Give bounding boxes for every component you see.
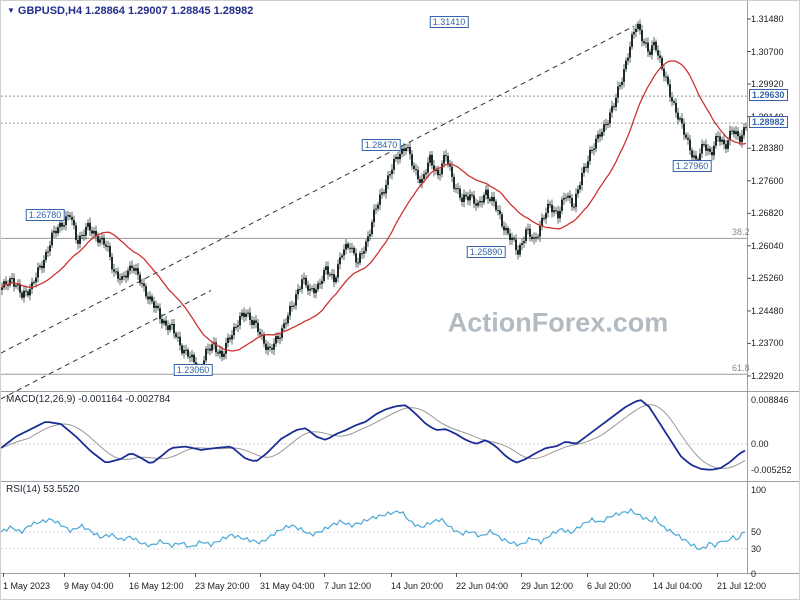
main-chart-pane[interactable] — [1, 1, 747, 391]
rsi-line — [1, 507, 747, 551]
macd-signal-line — [1, 404, 746, 469]
macd-lines — [1, 399, 747, 471]
level-lines — [1, 95, 747, 124]
trendlines — [1, 25, 635, 400]
symbol-ohlc-label: GBPUSD,H4 1.28864 1.29007 1.28845 1.2898… — [17, 5, 254, 17]
macd-indicator-label: MACD(12,26,9) -0.001164 -0.002784 — [6, 394, 171, 405]
fib-lines — [1, 237, 747, 375]
separators — [1, 1, 799, 577]
moving-average-line — [1, 60, 747, 352]
macd-pane[interactable] — [1, 392, 747, 481]
watermark: ActionForex.com — [447, 307, 669, 338]
rsi-pane[interactable] — [1, 482, 747, 573]
rsi-indicator-label: RSI(14) 53.5520 — [6, 484, 80, 495]
symbol-marker-icon: ▼ — [7, 6, 15, 15]
macd-main-line — [1, 399, 746, 471]
chart-title: ▼ GBPUSD,H4 1.28864 1.29007 1.28845 1.289… — [7, 5, 253, 17]
